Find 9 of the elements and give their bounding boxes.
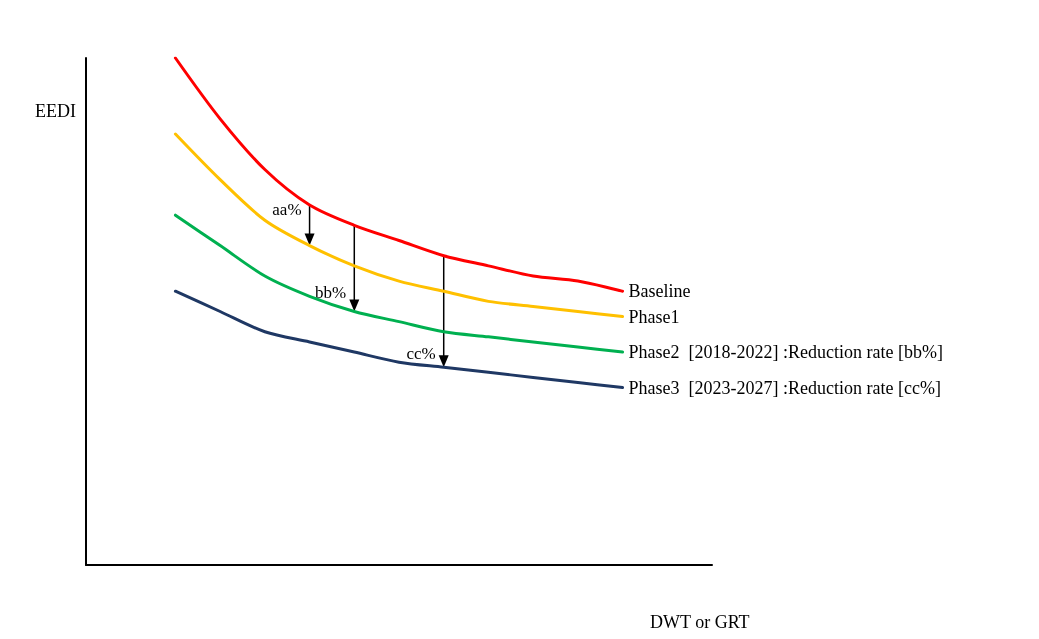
x-axis-title: DWT or GRT (650, 612, 750, 632)
series-label: Baseline (628, 281, 691, 302)
annotation: cc% (406, 344, 436, 364)
y-axis-title: EEDI (35, 101, 76, 121)
annotation: aa% (272, 199, 302, 219)
series-label: Phase3 [2023-2027] :Reduction rate [cc%] (628, 377, 941, 398)
series-label: Phase2 [2018-2022] :Reduction rate [bb%] (628, 342, 943, 363)
series-label: Phase1 (628, 306, 680, 327)
annotation: bb% (315, 283, 347, 303)
